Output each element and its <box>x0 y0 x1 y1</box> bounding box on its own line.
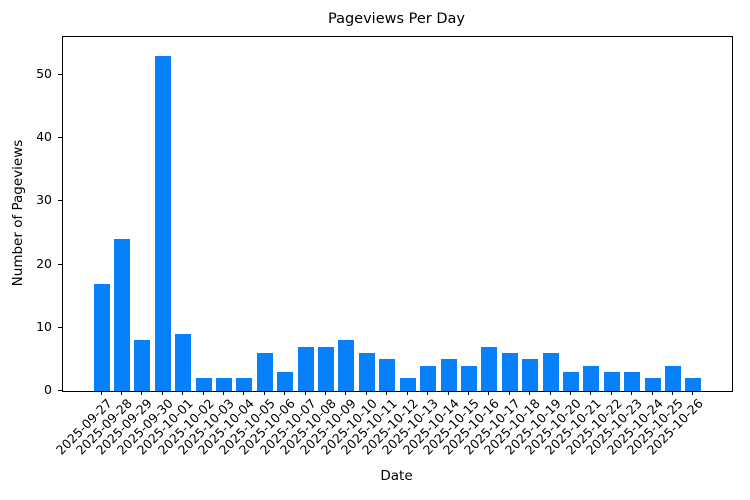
x-tick-mark <box>570 391 571 395</box>
bar-2025-10-14 <box>441 359 457 391</box>
bar-2025-10-02 <box>196 378 212 391</box>
bar-2025-10-13 <box>420 366 436 391</box>
x-tick-mark <box>162 391 163 395</box>
x-tick-mark <box>305 391 306 395</box>
bar-2025-10-17 <box>502 353 518 391</box>
x-tick-mark <box>468 391 469 395</box>
x-tick-mark <box>672 391 673 395</box>
x-tick-mark <box>407 391 408 395</box>
x-tick-mark <box>325 391 326 395</box>
x-tick-mark <box>631 391 632 395</box>
bar-2025-10-21 <box>583 366 599 391</box>
x-tick-mark <box>652 391 653 395</box>
x-tick-mark <box>182 391 183 395</box>
x-tick-mark <box>264 391 265 395</box>
bar-2025-10-07 <box>298 347 314 391</box>
bar-2025-10-18 <box>522 359 538 391</box>
bar-2025-10-11 <box>379 359 395 391</box>
plot-area <box>62 36 733 392</box>
bar-2025-10-24 <box>645 378 661 391</box>
y-tick-mark <box>58 264 62 265</box>
bar-2025-09-29 <box>134 340 150 391</box>
x-tick-mark <box>345 391 346 395</box>
y-tick-mark <box>58 327 62 328</box>
bar-2025-10-03 <box>216 378 232 391</box>
x-tick-mark <box>386 391 387 395</box>
x-tick-mark <box>203 391 204 395</box>
bar-2025-10-26 <box>685 378 701 391</box>
y-tick-label: 40 <box>36 129 52 144</box>
bar-2025-10-06 <box>277 372 293 391</box>
bar-2025-10-08 <box>318 347 334 391</box>
bar-2025-10-25 <box>665 366 681 391</box>
x-tick-mark <box>284 391 285 395</box>
bar-2025-10-23 <box>624 372 640 391</box>
x-tick-mark <box>509 391 510 395</box>
bar-2025-09-28 <box>114 239 130 391</box>
bar-2025-10-22 <box>604 372 620 391</box>
x-tick-mark <box>223 391 224 395</box>
chart-title: Pageviews Per Day <box>327 11 465 27</box>
x-tick-mark <box>141 391 142 395</box>
x-tick-mark <box>488 391 489 395</box>
y-tick-mark <box>58 390 62 391</box>
bar-2025-10-09 <box>338 340 354 391</box>
x-tick-mark <box>590 391 591 395</box>
x-tick-mark <box>550 391 551 395</box>
x-tick-mark <box>448 391 449 395</box>
bar-2025-10-20 <box>563 372 579 391</box>
bar-2025-10-01 <box>175 334 191 391</box>
bar-2025-09-27 <box>94 284 110 391</box>
x-tick-mark <box>243 391 244 395</box>
y-tick-label: 10 <box>36 319 52 334</box>
bar-2025-09-30 <box>155 56 171 391</box>
y-tick-mark <box>58 137 62 138</box>
y-tick-mark <box>58 74 62 75</box>
bar-2025-10-04 <box>236 378 252 391</box>
x-axis-label: Date <box>380 468 413 484</box>
x-tick-mark <box>101 391 102 395</box>
x-tick-mark <box>611 391 612 395</box>
bar-2025-10-16 <box>481 347 497 391</box>
x-tick-mark <box>121 391 122 395</box>
y-tick-mark <box>58 200 62 201</box>
y-tick-label: 20 <box>36 256 52 271</box>
x-tick-mark <box>692 391 693 395</box>
bar-2025-10-05 <box>257 353 273 391</box>
bar-2025-10-10 <box>359 353 375 391</box>
x-tick-mark <box>427 391 428 395</box>
x-tick-mark <box>529 391 530 395</box>
y-tick-label: 0 <box>44 382 52 397</box>
bar-2025-10-19 <box>543 353 559 391</box>
bar-2025-10-12 <box>400 378 416 391</box>
y-tick-label: 30 <box>36 192 52 207</box>
y-tick-label: 50 <box>36 66 52 81</box>
x-tick-mark <box>366 391 367 395</box>
bar-2025-10-15 <box>461 366 477 391</box>
